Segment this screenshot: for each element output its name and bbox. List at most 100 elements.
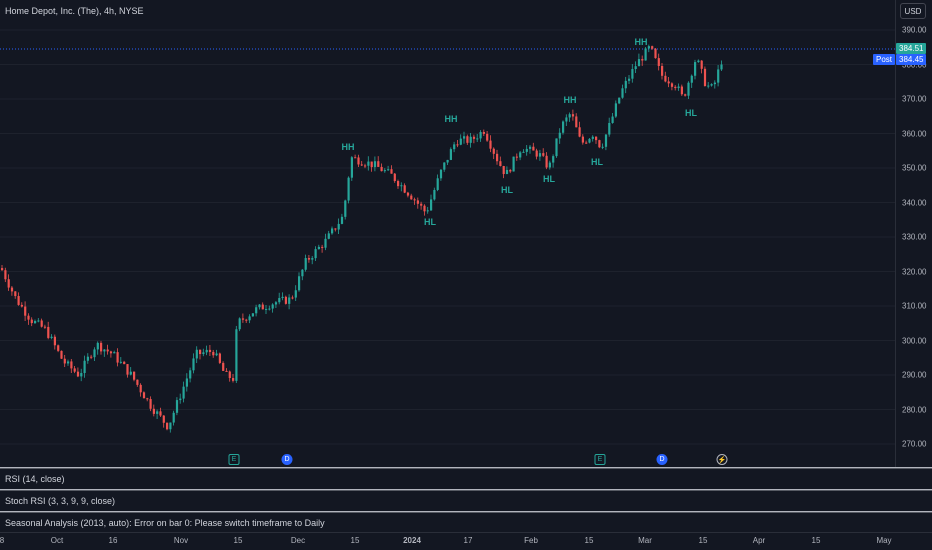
candle-body — [156, 411, 159, 414]
candle-body — [255, 307, 258, 314]
pane-separator[interactable] — [0, 467, 932, 468]
swing-marker-hl: HL — [685, 108, 697, 118]
seasonal-pane[interactable]: Seasonal Analysis (2013, auto): Error on… — [0, 512, 932, 533]
candle-body — [509, 169, 512, 172]
candle-body — [555, 138, 558, 157]
rsi-pane-label[interactable]: RSI (14, close) — [5, 474, 65, 484]
stoch-rsi-pane[interactable]: Stoch RSI (3, 3, 9, 9, close) — [0, 490, 932, 511]
candle-body — [680, 86, 683, 95]
candle-body — [393, 173, 396, 182]
rsi-pane[interactable]: RSI (14, close) — [0, 468, 932, 489]
price-axis[interactable] — [895, 0, 932, 468]
candle-body — [344, 200, 347, 217]
candle-body — [251, 313, 254, 317]
price-chart[interactable] — [0, 0, 895, 468]
candle-body — [430, 199, 433, 211]
candle-body — [4, 270, 7, 280]
candle-body — [281, 296, 284, 299]
stoch-rsi-pane-label[interactable]: Stoch RSI (3, 3, 9, 9, close) — [5, 496, 116, 506]
candle-body — [238, 318, 241, 330]
candle-body — [433, 189, 436, 200]
candle-body — [208, 349, 212, 352]
candle-body — [199, 349, 202, 355]
candle-body — [185, 378, 188, 387]
candle-body — [466, 136, 469, 143]
candle-body — [304, 258, 307, 270]
candle-body — [34, 321, 37, 324]
price-tick-label: 270.00 — [902, 439, 927, 449]
candle-body — [268, 308, 271, 310]
candle-body — [489, 140, 492, 149]
earnings-icon[interactable]: E — [594, 454, 606, 465]
candle-body — [571, 114, 575, 117]
candle-body — [76, 371, 80, 377]
candle-body — [139, 384, 142, 393]
candle-body — [100, 342, 103, 352]
candle-body — [189, 370, 192, 379]
candle-body — [525, 148, 528, 152]
time-axis[interactable] — [0, 532, 932, 550]
candle-body — [397, 181, 400, 187]
candle-body — [218, 353, 221, 363]
price-tick-label: 390.00 — [902, 25, 927, 35]
candle-body — [133, 371, 136, 380]
candle-body — [621, 88, 624, 98]
price-tick-label: 320.00 — [902, 267, 927, 276]
time-tick-label: 2024 — [403, 536, 421, 545]
candle-body — [63, 358, 66, 364]
time-tick-label: 16 — [108, 536, 118, 545]
candle-body — [27, 315, 30, 320]
candle-body — [166, 422, 169, 430]
candle-body — [311, 258, 314, 260]
seasonal-pane-label[interactable]: Seasonal Analysis (2013, auto): Error on… — [5, 518, 325, 528]
chart-area[interactable] — [0, 0, 895, 468]
candle-body — [116, 352, 119, 363]
candle-body — [687, 82, 690, 96]
candle-body — [14, 291, 17, 297]
candle-body — [463, 136, 466, 139]
candle-body — [390, 169, 393, 174]
symbol-title[interactable]: Home Depot, Inc. (The), 4h, NYSE — [5, 6, 144, 16]
candle-body — [265, 308, 268, 310]
candle-body — [126, 364, 129, 375]
candle-body — [690, 75, 693, 83]
candle-body — [152, 408, 155, 414]
dividend-icon[interactable]: D — [656, 454, 668, 465]
candle-body — [664, 75, 667, 82]
candle-body — [17, 296, 20, 305]
candle-body — [162, 415, 165, 423]
split-icon[interactable]: ⚡ — [716, 454, 728, 465]
candle-body — [291, 297, 294, 299]
candle-body — [340, 216, 344, 224]
candle-body — [654, 48, 657, 59]
candle-body — [113, 352, 116, 354]
currency-button[interactable]: USD — [900, 3, 926, 19]
candle-body — [538, 153, 542, 157]
candle-body — [410, 195, 413, 200]
price-tick-label: 330.00 — [902, 232, 927, 242]
candle-body — [86, 356, 89, 361]
earnings-icon[interactable]: E — [228, 454, 240, 465]
candle-body — [598, 140, 601, 148]
swing-marker-hl: HL — [591, 157, 603, 167]
candle-body — [123, 361, 126, 365]
pane-separator[interactable] — [0, 489, 932, 490]
pane-separator[interactable] — [0, 511, 932, 512]
swing-marker-hl: HL — [424, 217, 436, 227]
candle-body — [30, 319, 33, 324]
swing-marker-hh: HH — [444, 114, 458, 124]
candle-body — [502, 165, 505, 175]
candle-body — [469, 136, 472, 143]
time-tick-label: Mar — [638, 536, 652, 545]
candle-body — [169, 422, 172, 430]
candle-body — [657, 58, 660, 66]
candle-body — [496, 153, 499, 162]
candle-body — [515, 156, 518, 158]
candle-body — [192, 358, 195, 371]
dividend-icon[interactable]: D — [281, 454, 293, 465]
candle-body — [241, 318, 245, 320]
candle-body — [542, 153, 545, 156]
candle-body — [37, 320, 40, 322]
candle-body — [57, 345, 60, 351]
candle-body — [24, 306, 27, 316]
